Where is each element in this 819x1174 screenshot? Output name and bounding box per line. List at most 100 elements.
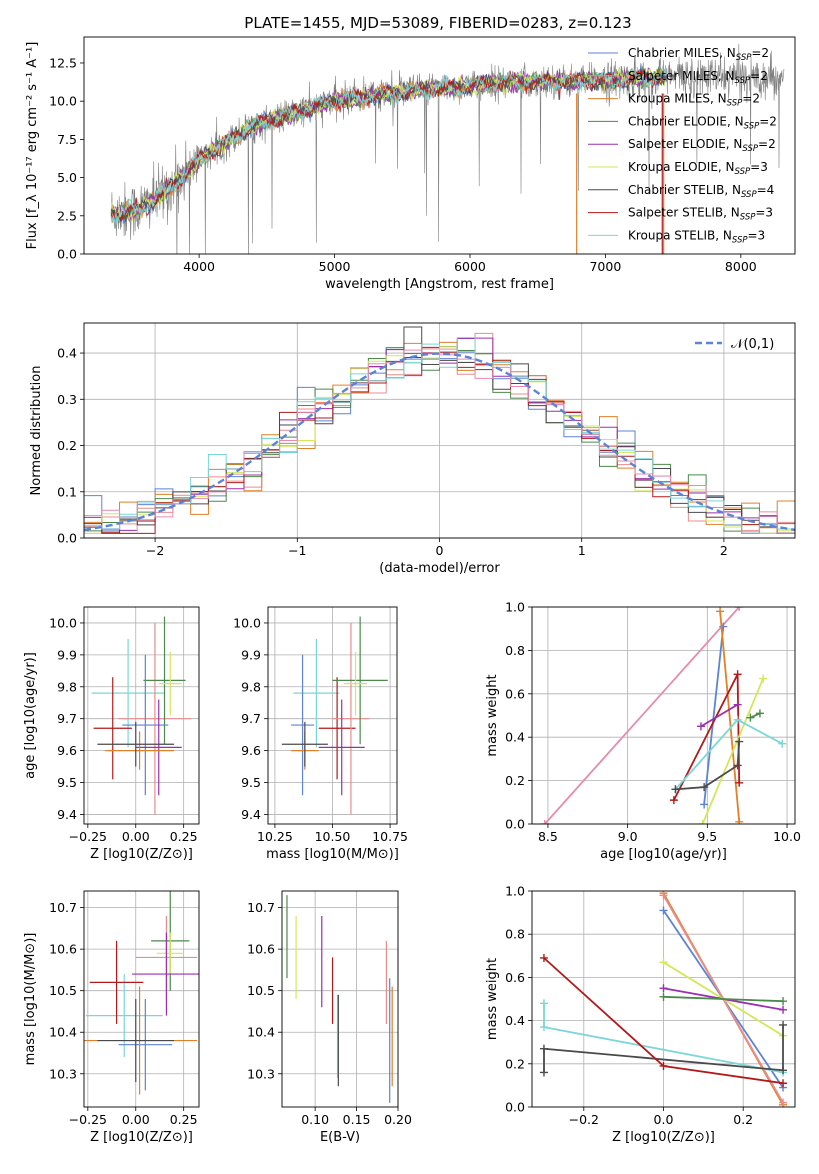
weight-marker [539, 999, 548, 1008]
y-tick-label: 0.4 [57, 346, 77, 361]
y-axis-label: mass [log10(M/M⊙)] [23, 933, 38, 1066]
x-axis-label: Z [log10(Z/Z⊙)] [90, 1130, 193, 1145]
plot-area [540, 607, 787, 824]
plot-area [110, 43, 785, 254]
legend-entry: Kroupa ELODIE, NSSP=3 [628, 160, 768, 177]
axes: −0.2 0.0 0.2 0.0 0.2 0.4 0.6 0.8 1.0 Z [log10(Z/Z… [485, 884, 796, 1145]
weight-marker [733, 700, 742, 709]
axes: −2 −1 0 1 2 0.0 0.1 0.2 0.3 0.4 (data-model)/error… [29, 322, 796, 576]
y-tick-label: 10.0 [49, 615, 77, 630]
y-tick-label: 0.2 [57, 438, 77, 453]
x-tick-label: −1 [288, 543, 306, 558]
x-tick-label: 10.0 [773, 829, 801, 844]
weight-line [719, 611, 741, 822]
weight-marker [716, 607, 725, 616]
spectrum-plot: 4000 5000 6000 7000 8000 0.0 2.5 5.0 7.5 10.0 12.5… [25, 36, 796, 292]
axes: −0.25 0.00 0.25 10.3 10.4 10.5 10.6 10.7 Z [log1… [23, 890, 200, 1145]
y-tick-label: 10.4 [49, 1025, 77, 1040]
x-tick-label: 0.00 [122, 1112, 150, 1127]
x-axis-label: (data-model)/error [379, 561, 500, 576]
weight-marker [779, 1005, 788, 1014]
y-tick-label: 0.4 [505, 730, 525, 745]
y-tick-label: 9.5 [241, 775, 261, 790]
weight-marker [779, 1098, 788, 1107]
weight-marker [696, 722, 705, 731]
y-axis-label: Flux [f_λ 10⁻¹⁷ erg cm⁻² s⁻¹ A⁻¹] [25, 42, 40, 250]
axes-frame [83, 36, 796, 255]
y-tick-label: 9.8 [57, 679, 77, 694]
weight-vs-age-plot: 8.5 9.0 9.5 10.0 0.0 0.2 0.4 0.6 0.8 1.0 age [log1… [485, 600, 801, 863]
weight-marker [779, 1079, 788, 1088]
x-axis-label: Z [log10(Z/Z⊙)] [90, 847, 193, 862]
y-tick-label: 9.9 [57, 647, 77, 662]
x-axis-label: wavelength [Angstrom, rest frame] [325, 277, 554, 292]
weight-marker [779, 1020, 788, 1029]
age-vs-mass-plot: 10.25 10.50 10.75 9.4 9.5 9.6 9.7 9.8 9.9 10.0 mas… [233, 606, 408, 862]
y-tick-label: 0.0 [57, 247, 77, 262]
x-axis-label: E(B-V) [320, 1130, 360, 1145]
y-tick-label: 0.0 [57, 531, 77, 546]
y-tick-label: 0.6 [505, 686, 525, 701]
weight-marker [698, 820, 707, 824]
plot-area [91, 616, 192, 815]
y-tick-label: 10.7 [49, 900, 77, 915]
y-tick-label: 10.6 [49, 942, 77, 957]
y-tick-label: 0.8 [505, 643, 525, 658]
x-tick-label: 7000 [589, 259, 621, 274]
grid [268, 607, 397, 824]
x-tick-label: 9.0 [618, 829, 638, 844]
x-tick-label: 10.50 [315, 829, 351, 844]
y-tick-label: 1.0 [505, 884, 525, 899]
y-tick-label: 10.5 [49, 983, 77, 998]
x-tick-label: 8000 [725, 259, 757, 274]
weight-marker [735, 737, 744, 746]
y-tick-label: 12.5 [49, 55, 77, 70]
weight-marker [539, 953, 548, 962]
weight-line [544, 607, 740, 824]
axes: 8.5 9.0 9.5 10.0 0.0 0.2 0.4 0.6 0.8 1.0 age [log1… [485, 600, 801, 863]
x-tick-label: 10.25 [257, 829, 293, 844]
spectrum-model-line [110, 65, 667, 225]
x-tick-label: 0.25 [170, 1112, 198, 1127]
y-tick-label: 9.8 [241, 679, 261, 694]
weight-marker [759, 674, 768, 683]
axes-frame [267, 606, 398, 825]
age-vs-metallicity-plot: −0.25 0.00 0.25 9.4 9.5 9.6 9.7 9.8 9.9 10.0 Z [lo… [23, 606, 200, 862]
y-tick-label: 7.5 [57, 132, 77, 147]
y-tick-label: 9.6 [57, 743, 77, 758]
legend-entry: Chabrier STELIB, NSSP=4 [628, 183, 774, 200]
x-tick-label: 2 [720, 543, 728, 558]
legend-entry: Chabrier ELODIE, NSSP=2 [628, 114, 777, 131]
axes-frame [281, 890, 399, 1108]
x-tick-label: 0 [436, 543, 444, 558]
y-tick-label: 10.3 [49, 1066, 77, 1081]
weight-marker [733, 715, 742, 724]
weight-marker [659, 958, 668, 967]
y-tick-label: 10.4 [247, 1025, 275, 1040]
y-axis-label: mass weight [485, 958, 500, 1040]
weight-marker [735, 778, 744, 787]
x-tick-label: 0.0 [654, 1112, 674, 1127]
spectrum-legend: Chabrier MILES, NSSP=2 Salpeter MILES, NS… [588, 46, 777, 245]
y-tick-label: 9.4 [241, 807, 261, 822]
y-tick-label: 5.0 [57, 170, 77, 185]
weight-marker [659, 984, 668, 993]
y-tick-label: 10.6 [247, 942, 275, 957]
y-tick-label: 0.0 [505, 1100, 525, 1115]
x-tick-label: 9.5 [697, 829, 717, 844]
x-axis-label: age [log10(age/yr)] [600, 847, 727, 862]
y-axis-label: Normed distribution [29, 366, 44, 496]
weight-line [703, 626, 725, 805]
mass-vs-metallicity-plot: −0.25 0.00 0.25 10.3 10.4 10.5 10.6 10.7 Z [log1… [23, 890, 200, 1145]
weight-marker [539, 1023, 548, 1032]
axes: 4000 5000 6000 7000 8000 0.0 2.5 5.0 7.5 10.0 12.5… [25, 36, 796, 292]
weight-marker [779, 997, 788, 1006]
weight-line [543, 1024, 784, 1073]
weight-marker [735, 817, 744, 824]
y-tick-label: 10.0 [233, 615, 261, 630]
grid [282, 891, 399, 1107]
weight-marker [539, 1068, 548, 1077]
weight-marker [659, 891, 668, 900]
weight-marker [659, 1061, 668, 1070]
weight-line [674, 718, 783, 790]
